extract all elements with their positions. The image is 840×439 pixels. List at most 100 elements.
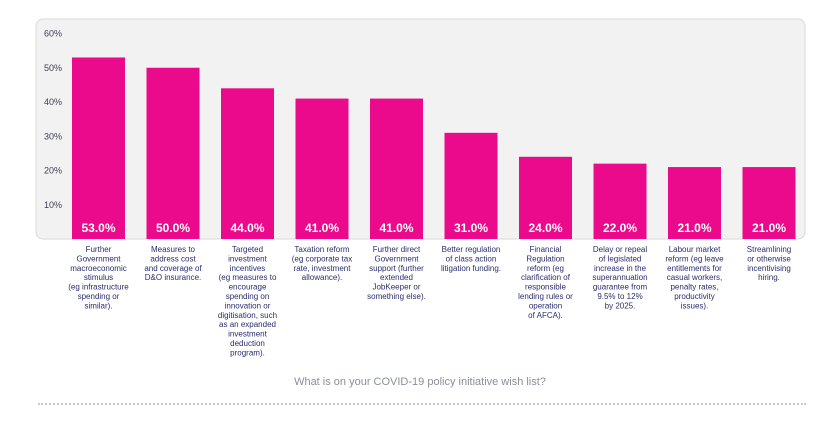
bar [668,167,721,239]
x-axis-title: What is on your COVID-19 policy initiati… [294,376,546,388]
category-label-line: increase in the [594,264,647,273]
x-axis-labels: Further Government macroeconomic stimulus (e… [68,245,791,357]
category-label-line: D&O insurance. [145,273,201,282]
category-label-line: Financial [529,245,561,254]
category-label-line: Measures to [151,245,196,254]
category-label-line: issues). [681,301,709,310]
bar-value-label: 41.0% [305,221,339,235]
category-label: Further direct Government support (further… [367,245,426,301]
bar [146,67,200,239]
y-tick-label: 30% [44,131,62,141]
bar [742,167,796,239]
category-label-line: address cost [150,254,196,263]
category-label-line: innovation or [225,301,271,310]
category-label-line: and coverage of [144,264,202,273]
bar-value-label: 21.0% [677,221,711,235]
category-label: Further Government macroeconomic stimulus (e… [68,245,129,310]
category-label: Streamlining or otherwise incentivising hir… [747,245,792,282]
bar-value-label: 21.0% [752,221,786,235]
category-label-line: Further [86,245,112,254]
bar-value-label: 44.0% [230,221,264,235]
category-label-line: macroeconomic [70,264,126,273]
category-label-line: spending or [78,292,120,301]
category-label-line: of AFCA). [528,311,563,320]
category-label-line: Taxation reform [294,245,349,254]
category-label: Labour market reform (eg leave entitlement… [665,245,724,310]
category-label-line: casual workers, [667,273,723,282]
category-label-line: superannuation [592,273,647,282]
category-label-line: of class action [446,254,497,263]
category-label-line: (eg infrastructure [68,283,129,292]
category-label-line: Regulation [526,254,564,263]
category-label-line: similar). [85,301,113,310]
bars: 53.0% 50.0% 44.0% 41.0% 41.0% 31.0% 24.0% 22.0%… [72,57,796,239]
category-label: Delay or repeal of legislated increase in … [592,245,647,310]
category-label-line: JobKeeper or [372,283,420,292]
category-label-line: (eg corporate tax [292,254,352,263]
bar [295,98,349,239]
category-label-line: something else). [367,292,426,301]
category-label-line: guarantee from [593,283,648,292]
bar-value-label: 24.0% [528,221,562,235]
bar [221,88,274,239]
category-label: Targeted investment incentives (eg measures… [218,245,277,357]
category-label-line: extended [380,273,413,282]
bar-value-label: 22.0% [603,221,637,235]
category-label-line: program). [230,348,265,357]
bar-value-label: 31.0% [454,221,488,235]
category-label: Financial Regulation reform (eg clarificati… [518,245,573,320]
y-tick-label: 40% [44,97,62,107]
category-label-line: as an expanded [219,320,276,329]
bar [519,156,572,239]
bar-chart: 10% 20% 30% 40% 50% 60% 53.0% 50.0% 44.0% 41.0% 4… [35,18,806,357]
category-label-line: investment [228,330,267,339]
bar [593,163,647,239]
category-label-line: encourage [229,283,267,292]
category-label-line: incentivising [747,264,791,273]
category-label-line: support (further [369,264,424,273]
category-label-line: spending on [226,292,270,301]
category-label-line: Delay or repeal [593,245,647,254]
category-label-line: rate, investment [294,264,352,273]
category-label-line: or otherwise [747,254,791,263]
category-label-line: responsible [525,283,566,292]
category-label-line: Government [76,254,121,263]
category-label-line: 9.5% to 12% [597,292,642,301]
bar [72,57,125,239]
dotted-divider [38,403,806,405]
category-label-line: stimulus [84,273,113,282]
y-tick-label: 10% [44,200,62,210]
category-label-line: hiring. [758,273,780,282]
bar [370,98,423,239]
category-label-line: incentives [230,264,266,273]
category-label-line: penalty rates, [670,283,718,292]
category-label-line: reform (eg [527,264,564,273]
category-label-line: investment [228,254,267,263]
bar-value-label: 50.0% [156,221,190,235]
category-label-line: deduction [230,339,265,348]
category-label-line: Government [374,254,419,263]
category-label-line: digitisation, such [218,311,277,320]
category-label-line: entitlements for [667,264,722,273]
category-label-line: by 2025. [605,301,636,310]
bar [444,132,498,239]
category-label-line: (eg measures to [219,273,277,282]
category-label-line: Labour market [669,245,721,254]
y-axis: 10% 20% 30% 40% 50% 60% [44,29,62,210]
category-label-line: Further direct [373,245,421,254]
category-label: Taxation reform (eg corporate tax rate, in… [292,245,352,282]
category-label-line: lending rules or [518,292,573,301]
y-tick-label: 60% [44,29,62,39]
y-tick-label: 50% [44,63,62,73]
bar-value-label: 41.0% [379,221,413,235]
category-label-line: litigation funding. [441,264,501,273]
category-label-line: Better regulation [442,245,501,254]
category-label-line: of legislated [599,254,642,263]
category-label-line: clarification of [521,273,571,282]
category-label-line: operation [529,301,562,310]
category-label-line: Streamlining [747,245,791,254]
category-label-line: allowance). [302,273,342,282]
category-label: Measures to address cost and coverage of D&… [144,245,202,282]
bar-value-label: 53.0% [81,221,115,235]
